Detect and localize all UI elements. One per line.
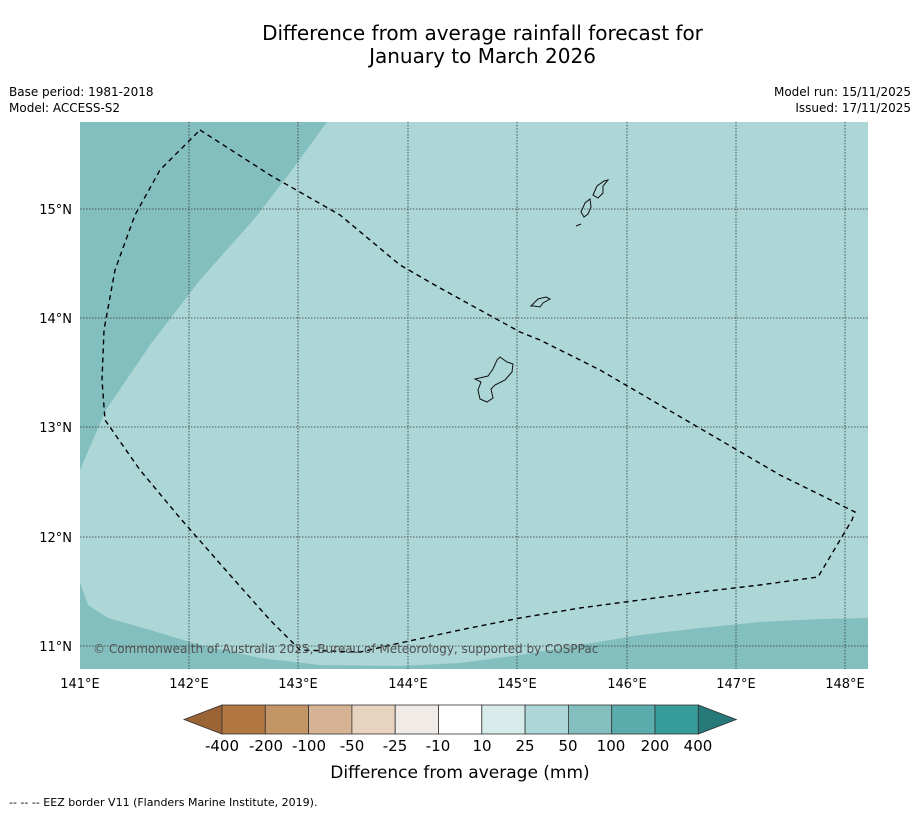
colorbar-tick-label: 200 [641,737,670,755]
eez-legend-note: -- -- -- EEZ border V11 (Flanders Marine… [9,796,318,809]
lon-tick-label: 146°E [607,677,647,692]
colorbar-segment [221,704,266,735]
base-period: Base period: 1981-2018 [9,85,154,99]
colorbar-segment [308,704,353,735]
copyright-notice: © Commonwealth of Australia 2025, Bureau… [93,642,598,656]
graticule [80,122,868,669]
colorbar [182,704,738,735]
colorbar-tick-label: 25 [515,737,534,755]
colorbar-tick-label: -10 [426,737,451,755]
colorbar-labels: -400 -200 -100 -50 -25 -10 10 25 50 100 … [205,737,712,755]
lon-tick-label: 144°E [388,677,428,692]
tinian-island [580,198,592,218]
lon-tick-label: 148°E [825,677,865,692]
aguijan-island [575,223,582,227]
model-run-date: Model run: 15/11/2025 [773,85,911,99]
colorbar-tick-label: 10 [472,737,491,755]
saipan-island [592,179,610,199]
colorbar-segment [568,704,613,735]
colorbar-tick-label: -200 [249,737,283,755]
chart-title: Difference from average rainfall forecas… [0,22,919,68]
eez-border [101,129,856,653]
rainfall-field-50-100-south [80,582,868,669]
rota-island [529,296,552,308]
guam-island [473,356,514,403]
colorbar-tick-label: 50 [558,737,577,755]
colorbar-tick-label: -50 [340,737,365,755]
map-area: © Commonwealth of Australia 2025, Bureau… [80,122,868,669]
meta-left: Base period: 1981-2018 Model: ACCESS-S2 [9,84,154,116]
islands [473,179,610,403]
colorbar-segment [611,704,656,735]
colorbar-tick-label: -25 [383,737,408,755]
lat-tick-label: 15°N [39,203,72,218]
model-name: Model: ACCESS-S2 [9,101,121,115]
rainfall-field-50-100-northwest [80,122,327,470]
title-line-1: Difference from average rainfall forecas… [262,21,703,45]
colorbar-extend-high [697,704,738,735]
title-line-2: January to March 2026 [369,44,596,68]
colorbar-axis-label: Difference from average (mm) [330,763,589,783]
colorbar-tick-label: -400 [205,737,239,755]
lon-tick-label: 142°E [169,677,209,692]
lon-ticks: 141°E 142°E 143°E 144°E 145°E 146°E 147°… [60,677,865,692]
colorbar-segment [264,704,309,735]
colorbar-segment [654,704,699,735]
lat-tick-label: 12°N [39,531,72,546]
colorbar-tick-label: 400 [684,737,713,755]
colorbar-tick-label: 100 [597,737,626,755]
lon-tick-label: 145°E [497,677,537,692]
colorbar-segment [394,704,439,735]
colorbar-tick-label: -100 [292,737,326,755]
colorbar-extend-low [182,704,223,735]
lat-tick-label: 14°N [39,312,72,327]
colorbar-segment [524,704,569,735]
colorbar-segment [351,704,396,735]
lon-tick-label: 147°E [716,677,756,692]
lon-tick-label: 143°E [278,677,318,692]
meta-right: Model run: 15/11/2025 Issued: 17/11/2025 [774,84,911,116]
issued-date: Issued: 17/11/2025 [795,101,911,115]
lat-tick-label: 13°N [39,421,72,436]
lon-tick-label: 141°E [60,677,100,692]
lat-ticks: 15°N 14°N 13°N 12°N 11°N [39,203,72,655]
colorbar-segment [438,704,483,735]
colorbar-segment [481,704,526,735]
lat-tick-label: 11°N [39,640,72,655]
